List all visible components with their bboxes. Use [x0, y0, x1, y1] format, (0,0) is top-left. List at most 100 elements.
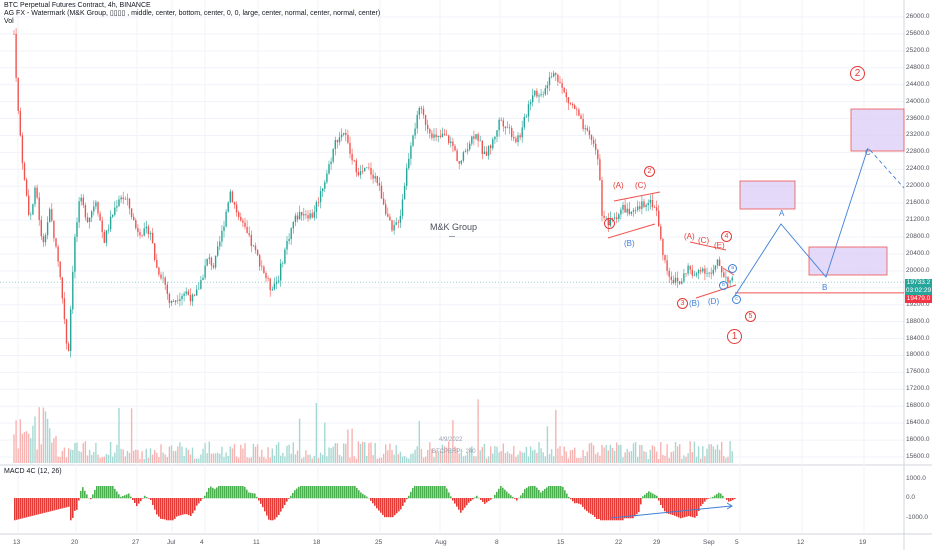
indicator-volume-legend[interactable]: Vol [4, 18, 14, 25]
wave-label-1[interactable]: 1 [604, 218, 615, 229]
macd-bar [346, 486, 348, 499]
projection-label-C[interactable]: C [865, 148, 871, 157]
macd-bar [686, 498, 688, 517]
macd-bar [552, 486, 554, 499]
candle-body [40, 219, 42, 237]
wave-label-big-1[interactable]: 1 [727, 329, 742, 344]
volume-bar [88, 449, 91, 463]
candle-body [374, 176, 376, 179]
candle-body [101, 220, 103, 233]
candle-body [689, 265, 691, 270]
macd-bar [498, 488, 500, 499]
wave-label-D[interactable]: (D) [708, 297, 720, 306]
candle-body [88, 217, 91, 222]
volume-bar [17, 448, 19, 463]
wave-label-small-c[interactable]: c [732, 295, 741, 304]
candle-body [177, 300, 179, 301]
candle-body [137, 228, 139, 233]
projection-label-A[interactable]: A [779, 209, 785, 218]
macd-bar [732, 498, 734, 501]
wave-label-small-b[interactable]: b [719, 281, 728, 290]
volume-bar [454, 446, 456, 463]
volume-bar [727, 456, 729, 463]
wave-label-C-first[interactable]: (C) [635, 181, 647, 190]
volume-bar [443, 446, 446, 463]
wave-label-3[interactable]: 3 [677, 298, 688, 309]
macd-bar [70, 498, 72, 521]
volume-bar [723, 456, 725, 463]
volume-bar [133, 450, 135, 463]
macd-bar [348, 486, 350, 499]
wave-label-C[interactable]: (C) [698, 236, 710, 245]
macd-bar [556, 486, 558, 499]
candle-body [462, 152, 465, 161]
volume-bar [374, 442, 376, 463]
candle-body [233, 202, 236, 205]
macd-bar [414, 486, 416, 499]
candle-body [714, 265, 717, 270]
wave-label-B-first[interactable]: (B) [624, 239, 635, 248]
macd-bar [650, 492, 652, 499]
price-tick-label: 20000.0 [906, 266, 930, 274]
macd-bar [610, 498, 612, 521]
candle-body [370, 167, 372, 175]
macd-bar [378, 498, 380, 511]
macd-bar [390, 498, 392, 518]
macd-bar [710, 497, 712, 499]
projection-label-B[interactable]: B [822, 283, 828, 292]
wave-label-A-first[interactable]: (A) [613, 181, 624, 190]
macd-bar [652, 493, 654, 499]
volume-bar [658, 458, 660, 463]
wave-label-small-a[interactable]: a [728, 264, 737, 273]
volume-bar [126, 450, 129, 463]
macd-bar [510, 495, 512, 499]
wave-label-B[interactable]: (B) [689, 299, 700, 308]
volume-bar [328, 447, 330, 463]
candle-body [294, 215, 297, 222]
candle-body [382, 198, 385, 205]
candle-body [508, 127, 511, 129]
wave-label-2[interactable]: 2 [644, 166, 655, 177]
volume-bar [582, 450, 584, 463]
macd-bar [320, 486, 322, 499]
wave-label-5[interactable]: 5 [745, 311, 756, 322]
macd-bar [374, 498, 376, 506]
wave-label-A[interactable]: (A) [684, 232, 695, 241]
candle-body [387, 214, 389, 217]
macd-bar [626, 498, 628, 519]
candle-body [655, 207, 658, 211]
volume-bar [263, 456, 265, 463]
volume-bar [655, 451, 658, 463]
macd-bar [342, 486, 344, 499]
wave-label-big-2[interactable]: 2 [850, 66, 865, 81]
volume-bar [427, 450, 429, 463]
candle-body [223, 226, 225, 231]
volume-bar [162, 452, 164, 463]
macd-bar [268, 498, 270, 520]
volume-bar [588, 443, 591, 463]
wave-label-E[interactable]: (E) [714, 241, 725, 250]
volume-bar [389, 443, 391, 463]
price-tick-label: 21200.0 [906, 216, 930, 224]
macd-bar [312, 486, 314, 499]
volume-bar [223, 456, 225, 463]
candle-body [269, 278, 271, 291]
wave-label-4[interactable]: 4 [721, 231, 732, 242]
candle-body [401, 199, 404, 216]
indicator-watermark-legend[interactable]: AG FX - Watermark (M&K Group, ▯▯▯▯ , mid… [4, 10, 381, 17]
indicator-macd-legend[interactable]: MACD 4C (12, 26) [4, 468, 62, 475]
macd-bar [502, 487, 504, 499]
macd-bar [456, 498, 458, 507]
candle-body [418, 107, 420, 115]
candle-body [653, 207, 656, 208]
candle-body [334, 140, 336, 150]
price-tick-label: 21600.0 [906, 199, 930, 207]
candle-body [82, 197, 84, 206]
candle-body [23, 163, 26, 180]
macd-bar [372, 498, 374, 504]
volume-bar [561, 455, 563, 463]
candle-body [563, 87, 565, 93]
volume-bar [252, 443, 255, 463]
